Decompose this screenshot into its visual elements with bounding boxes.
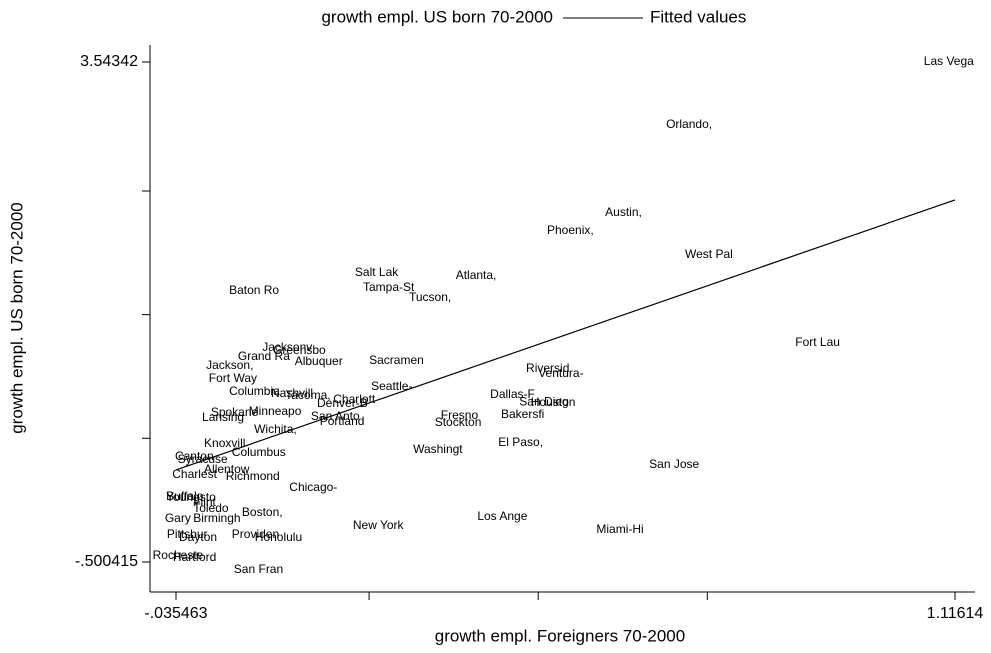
- point-label: Honolulu: [255, 530, 302, 544]
- point-label: Tucson,: [409, 290, 451, 304]
- point-label: Nashvill: [271, 386, 313, 400]
- point-label: Las Vega: [924, 54, 974, 68]
- point-label: Portland: [320, 414, 365, 428]
- point-label: Allentow: [204, 462, 250, 476]
- point-label: Birmingh: [193, 511, 240, 525]
- point-label: Orlando,: [666, 117, 712, 131]
- y-axis-title: growth empl. US born 70-2000: [7, 202, 26, 434]
- point-label: San Jose: [649, 457, 699, 471]
- point-label: Tacoma,: [285, 388, 330, 402]
- y-tick-label: 3.54342: [80, 53, 138, 70]
- point-label: Washingt: [413, 442, 463, 456]
- point-label: San Fran: [234, 562, 283, 576]
- point-label: Richmond: [226, 469, 280, 483]
- point-label: Jacksonv: [262, 340, 312, 354]
- point-label: Albuquer: [295, 354, 343, 368]
- point-label: El Paso,: [498, 435, 543, 449]
- point-label: Gary: [165, 511, 191, 525]
- point-label: Stockton: [435, 415, 482, 429]
- x-tick-label: -.035463: [144, 605, 207, 622]
- legend-label: Fitted values: [650, 7, 746, 26]
- point-label: Grand Ra: [238, 349, 290, 363]
- point-label: Toledo: [193, 501, 229, 515]
- point-label: Fresno: [441, 408, 479, 422]
- point-label: Columbia: [229, 384, 280, 398]
- point-label: Rocheste: [153, 548, 204, 562]
- point-label: Providen: [232, 527, 279, 541]
- point-label: Charlest: [172, 467, 217, 481]
- x-tick-label: 1.11614: [927, 605, 984, 622]
- x-axis-title: growth empl. Foreigners 70-2000: [435, 626, 685, 645]
- point-label: San Anto: [311, 409, 360, 423]
- fitted-line: [175, 199, 956, 471]
- point-label: Seattle-: [371, 379, 412, 393]
- y-tick-label: -.500415: [75, 553, 138, 570]
- point-label: Columbus: [232, 445, 286, 459]
- point-label: Wichita,: [254, 422, 297, 436]
- point-label: Bakersfi: [501, 407, 544, 421]
- point-label: Riversid: [526, 361, 569, 375]
- point-label: Charlott: [333, 392, 376, 406]
- point-label: Youngsto: [166, 490, 216, 504]
- point-label: Hartford: [173, 550, 216, 564]
- point-label: Boston,: [242, 505, 283, 519]
- point-label: Flint: [193, 495, 216, 509]
- legend-label: growth empl. US born 70-2000: [321, 7, 553, 26]
- point-label: Salt Lak: [355, 265, 399, 279]
- point-label: Fort Way: [209, 371, 257, 385]
- point-label: Dallas-F: [490, 387, 535, 401]
- point-label: Syracuse: [178, 452, 228, 466]
- point-label: Knoxvill: [204, 436, 245, 450]
- point-label: Austin,: [605, 205, 642, 219]
- point-label: West Pal: [685, 247, 733, 261]
- point-label: Atlanta,: [456, 268, 497, 282]
- point-label: Miami-Hi: [596, 522, 643, 536]
- point-label: Dayton: [179, 530, 217, 544]
- point-label: Houston: [531, 395, 576, 409]
- point-label: Chicago-: [289, 480, 337, 494]
- point-label: Minneapo: [249, 404, 302, 418]
- point-label: Fort Lau: [795, 335, 840, 349]
- point-label: Greensbo: [273, 343, 326, 357]
- point-label: Spokane: [211, 405, 259, 419]
- point-label: Los Ange: [477, 509, 527, 523]
- point-label: San Dieg: [519, 394, 568, 408]
- point-label: Buffalo: [166, 489, 203, 503]
- point-label: Tampa-St: [363, 280, 415, 294]
- point-label: Ventura-: [538, 366, 583, 380]
- point-label: New York: [353, 518, 405, 532]
- point-label: Lansing: [202, 410, 244, 424]
- point-label: Denver-B: [317, 396, 368, 410]
- point-label: Phoenix,: [547, 223, 594, 237]
- point-label: Jackson,: [206, 358, 253, 372]
- point-label: Pittsbur: [167, 527, 208, 541]
- point-label: Baton Ro: [229, 283, 279, 297]
- point-label: Sacramen: [369, 353, 424, 367]
